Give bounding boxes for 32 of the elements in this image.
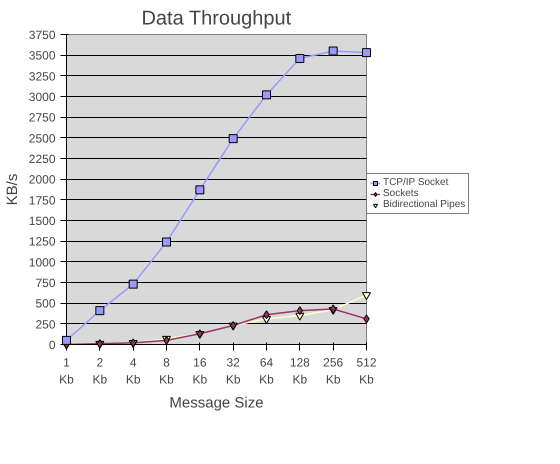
y-axis-title: KB/s (4, 174, 21, 206)
x-tick-label: 64 Kb (259, 356, 274, 386)
legend-label: TCP/IP Socket (383, 177, 448, 188)
x-axis-title: Message Size (169, 394, 264, 412)
x-tick-label: 16 Kb (192, 356, 208, 386)
x-tick-label: 1 Kb (59, 356, 74, 386)
x-tick-label: 256 Kb (323, 356, 344, 386)
y-tick-label: 3000 (28, 90, 56, 104)
y-tick-label: 3500 (28, 48, 56, 63)
x-tick-label: 128 Kb (290, 356, 310, 386)
y-tick-label: 0 (48, 338, 56, 352)
y-tick-label: 250 (35, 317, 56, 332)
y-tick-label: 750 (35, 276, 56, 290)
y-tick-label: 3250 (28, 69, 56, 84)
y-tick-label: 2500 (28, 131, 56, 146)
y-tick-label: 1250 (28, 234, 56, 249)
x-tick-label: 512 Kb (356, 356, 377, 386)
y-tick-label: 500 (35, 296, 56, 311)
y-tick-label: 1500 (28, 214, 56, 228)
x-tick-label: 2 Kb (92, 356, 108, 386)
y-tick-label: 1000 (28, 255, 56, 270)
legend-label: Sockets (383, 188, 419, 199)
legend-label: Bidirectional Pipes (383, 199, 466, 210)
x-tick-label: 8 Kb (159, 356, 174, 386)
y-tick-label: 2250 (28, 152, 56, 166)
y-tick-label: 3750 (28, 28, 56, 42)
chart-title: Data Throughput (141, 8, 292, 30)
x-tick-label: 32 Kb (226, 356, 241, 386)
x-tick-label: 4 Kb (126, 356, 141, 386)
y-tick-label: 2000 (28, 172, 56, 187)
y-tick-label: 1750 (28, 193, 56, 208)
y-tick-label: 2750 (28, 110, 56, 125)
